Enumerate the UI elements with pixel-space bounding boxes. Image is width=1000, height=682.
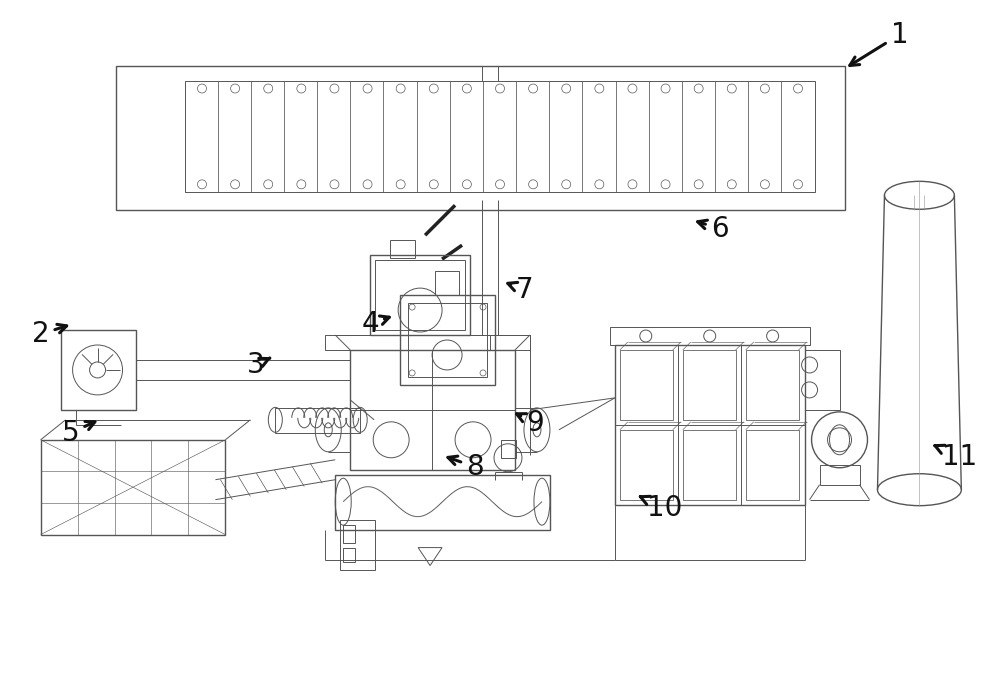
Text: 2: 2	[32, 320, 67, 349]
Bar	[390, 240, 415, 258]
Text: 1: 1	[850, 20, 908, 65]
Bar	[275, 408, 360, 433]
Bar	[343, 524, 355, 543]
Bar	[61, 330, 136, 410]
Bar	[620, 350, 673, 420]
Bar	[501, 440, 516, 458]
Bar	[350, 350, 515, 470]
Bar	[400, 295, 495, 385]
Bar	[683, 430, 736, 500]
Bar	[435, 271, 459, 295]
Bar	[335, 475, 550, 530]
Text: 6: 6	[698, 215, 729, 243]
Bar	[325, 335, 530, 350]
Text: 3: 3	[246, 351, 270, 379]
Bar	[683, 350, 736, 420]
Text: 5: 5	[62, 419, 95, 447]
Bar	[746, 430, 799, 500]
Bar	[41, 440, 225, 535]
Text: 11: 11	[935, 443, 977, 471]
Bar	[746, 350, 799, 420]
Text: 7: 7	[508, 276, 534, 304]
Bar	[805, 350, 840, 410]
Text: 9: 9	[517, 409, 544, 436]
Bar	[185, 80, 815, 192]
Bar	[340, 520, 375, 569]
Bar	[116, 65, 845, 210]
Bar	[615, 345, 805, 505]
Text: 4: 4	[361, 310, 389, 338]
Bar	[343, 548, 355, 561]
Bar	[375, 260, 465, 330]
Bar	[408, 303, 487, 377]
Bar	[610, 327, 810, 345]
Text: 10: 10	[640, 494, 682, 522]
Bar	[370, 255, 470, 335]
Text: 8: 8	[448, 453, 484, 481]
Bar	[620, 430, 673, 500]
Bar	[820, 464, 860, 485]
